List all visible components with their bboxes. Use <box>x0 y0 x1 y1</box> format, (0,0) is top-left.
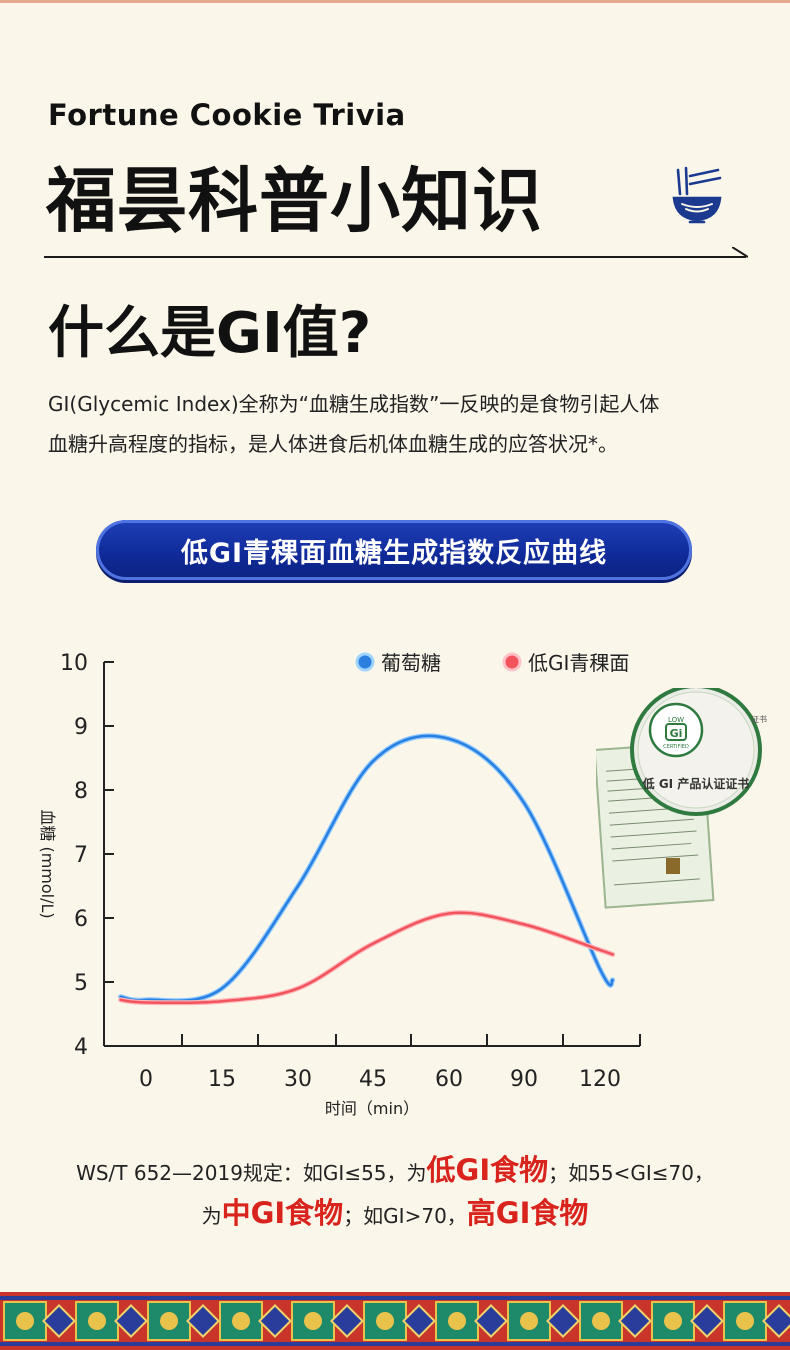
x-axis-label: 时间（min） <box>325 1099 419 1118</box>
section-title: 什么是GI值? <box>48 301 372 366</box>
footer-motif-emblem <box>88 1312 106 1330</box>
header-divider <box>44 256 746 258</box>
footer-motif-emblem <box>304 1312 322 1330</box>
footer-motif-diamond <box>258 1304 292 1338</box>
certificate-image: LOW Gi CERTIFIED 低 GI 产品认证证书 证书 <box>596 688 767 909</box>
gi-standard-line-1: WS/T 652—2019规定：如GI≤55，为低GI食物；如55<GI≤70， <box>0 1150 790 1193</box>
gi-standard-prefix: WS/T 652—2019规定：如GI≤55，为 <box>76 1161 427 1185</box>
legend-label-1: 葡萄糖 <box>381 651 441 675</box>
brand-chinese-title: 福昙科普小知识 <box>46 160 543 242</box>
gi-standard-mid-prefix: ；如55<GI≤70， <box>548 1161 714 1185</box>
high-gi-label: 高GI食物 <box>466 1196 589 1230</box>
x-tick-label: 45 <box>359 1067 387 1092</box>
svg-text:LOW: LOW <box>668 716 684 724</box>
x-tick-label: 0 <box>139 1067 153 1092</box>
low-gi-label: 低GI食物 <box>426 1153 549 1187</box>
series-glow-2 <box>118 910 616 1006</box>
svg-text:证书: 证书 <box>751 714 767 724</box>
x-tick-label: 90 <box>510 1067 538 1092</box>
y-tick-label: 6 <box>74 907 88 932</box>
footer-motif-emblem <box>448 1312 466 1330</box>
series-line-2 <box>119 911 614 1005</box>
footer-motif-diamond <box>762 1304 790 1338</box>
legend-marker-2 <box>502 652 522 672</box>
x-tick-label: 15 <box>208 1067 236 1092</box>
footer-motif-emblem <box>376 1312 394 1330</box>
legend-label-2: 低GI青稞面 <box>528 651 629 675</box>
y-tick-label: 8 <box>74 779 88 804</box>
y-tick-label: 4 <box>74 1035 88 1060</box>
noodle-bowl-icon <box>672 166 722 224</box>
footer-motif-diamond <box>402 1304 436 1338</box>
chart-title: 低GI青稞面血糖生成指数反应曲线 <box>180 537 608 569</box>
y-tick-label: 9 <box>74 715 88 740</box>
footer-motif-emblem <box>736 1312 754 1330</box>
chart-title-banner: 低GI青稞面血糖生成指数反应曲线 <box>96 520 692 580</box>
footer-motif-emblem <box>232 1312 250 1330</box>
x-tick-label: 30 <box>284 1067 312 1092</box>
top-rule <box>0 0 790 3</box>
footer-motif-emblem <box>592 1312 610 1330</box>
x-tick-label: 60 <box>435 1067 463 1092</box>
footer-motif-diamond <box>474 1304 508 1338</box>
y-tick-label: 7 <box>74 843 88 868</box>
footer-motif-diamond <box>546 1304 580 1338</box>
footer-motif-emblem <box>520 1312 538 1330</box>
decorative-footer-band <box>0 1292 790 1350</box>
brand-english-title: Fortune Cookie Trivia <box>48 98 406 132</box>
x-tick-label: 120 <box>579 1067 621 1092</box>
divider-arrow-tick <box>732 247 748 258</box>
gi-standard-text: WS/T 652—2019规定：如GI≤55，为低GI食物；如55<GI≤70，… <box>0 1150 790 1236</box>
certificate-title: 低 GI 产品认证证书 <box>642 776 750 791</box>
footer-motif-diamond <box>186 1304 220 1338</box>
y-axis-label: 血糖 (mmol/L) <box>38 809 57 918</box>
footer-motif-emblem <box>16 1312 34 1330</box>
svg-text:CERTIFIED: CERTIFIED <box>663 744 689 750</box>
footer-motif-diamond <box>690 1304 724 1338</box>
footer-motif-emblem <box>664 1312 682 1330</box>
legend-marker-1 <box>355 652 375 672</box>
footer-motif-panel <box>147 1301 191 1341</box>
description-line-1: GI(Glycemic Index)全称为“血糖生成指数”一反映的是食物引起人体 <box>48 392 660 416</box>
footer-motif-diamond <box>114 1304 148 1338</box>
series-line-1 <box>119 734 614 1003</box>
gi-standard-line-2: 为中GI食物；如GI>70，高GI食物 <box>0 1193 790 1236</box>
gi-standard-line2-prefix: 为 <box>201 1204 222 1228</box>
svg-text:Gi: Gi <box>670 727 683 740</box>
footer-motif-emblem <box>160 1312 178 1330</box>
mid-gi-label: 中GI食物 <box>221 1196 344 1230</box>
description-line-2: 血糖升高程度的指标，是人体进食后机体血糖生成的应答状况*。 <box>48 432 618 456</box>
footer-motif-diamond <box>42 1304 76 1338</box>
y-tick-label: 5 <box>74 971 88 996</box>
footer-motif-diamond <box>330 1304 364 1338</box>
section-description: GI(Glycemic Index)全称为“血糖生成指数”一反映的是食物引起人体… <box>48 384 748 464</box>
y-tick-label: 10 <box>60 651 88 676</box>
footer-motif-diamond <box>618 1304 652 1338</box>
series-glow-1 <box>118 733 616 1004</box>
gi-standard-high-prefix: ；如GI>70， <box>343 1204 467 1228</box>
glycemic-response-chart: 10 9 8 7 6 5 4 0 15 30 45 60 90 120 时间（min） 血糖 (mmol/L)… <box>38 651 641 1118</box>
